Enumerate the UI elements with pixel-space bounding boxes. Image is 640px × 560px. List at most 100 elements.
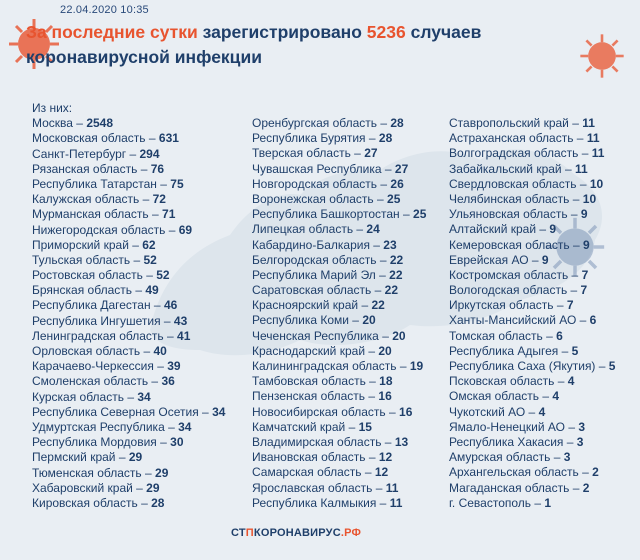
region-name: г. Севастополь	[449, 495, 532, 510]
region-name: Приморский край	[32, 237, 129, 252]
region-name: Архангельская область	[449, 465, 579, 480]
case-count: 69	[178, 222, 193, 237]
logo-text-part1: СТ	[231, 527, 246, 539]
case-count: 12	[378, 450, 393, 465]
case-count: 11	[574, 161, 588, 176]
case-count: 52	[143, 252, 157, 267]
case-count: 49	[145, 283, 159, 298]
region-name: Ульяновская область	[449, 207, 568, 222]
region-name: Волгоградская область	[449, 146, 579, 161]
region-row: Карачаево-Черкессия – 39	[32, 359, 181, 374]
region-row: Белгородская область – 22	[252, 252, 404, 267]
case-count: 39	[167, 359, 181, 374]
region-row: Пермский край – 29	[32, 450, 143, 465]
case-count: 52	[156, 268, 170, 283]
region-name: Пермский край	[32, 450, 116, 465]
region-row: Самарская область – 12	[252, 465, 389, 480]
region-row: Ямало-Ненецкий АО – 3	[449, 419, 586, 434]
case-count: 27	[394, 161, 409, 176]
case-count: 5	[571, 343, 579, 358]
region-name: Хабаровский край	[32, 480, 133, 495]
region-row: Волгоградская область – 11	[449, 146, 605, 161]
region-name: Еврейская АО	[449, 252, 529, 267]
region-name: Ростовская область	[32, 268, 143, 283]
region-name: Ивановская область	[252, 450, 366, 465]
case-count: 13	[394, 434, 409, 449]
region-name: Мурманская область	[32, 207, 149, 222]
region-row: Ставропольский край – 11	[449, 116, 595, 130]
case-count: 15	[358, 419, 372, 434]
logo-text-part4: .РФ	[340, 527, 362, 539]
region-row: Чувашская Республика – 27	[252, 161, 409, 176]
region-name: Свердловская область	[449, 176, 577, 191]
region-name: Санкт-Петербург	[32, 146, 127, 161]
region-name: Тульская область	[32, 252, 131, 267]
case-count: 22	[389, 252, 404, 267]
region-name: Кировская область	[32, 495, 138, 510]
region-row: Республика Калмыкия – 11	[252, 495, 403, 510]
case-count: 25	[413, 207, 427, 222]
region-row: Свердловская область – 10	[449, 176, 604, 191]
region-row: Костромская область – 7	[449, 267, 589, 282]
region-row: Курская область – 34	[32, 389, 151, 404]
case-count: 34	[178, 419, 192, 434]
case-count: 75	[170, 176, 184, 191]
case-count: 3	[563, 450, 571, 465]
region-row: Нижегородская область – 69	[32, 222, 193, 237]
region-row: Новосибирская область – 16	[252, 404, 413, 419]
region-row: Тверская область – 27	[252, 146, 378, 161]
case-count: 9	[582, 237, 590, 252]
region-name: Республика Коми	[252, 313, 349, 328]
case-count: 34	[212, 404, 226, 419]
region-name: Кабардино-Балкария	[252, 237, 370, 252]
region-name: Республика Ингушетия	[32, 313, 161, 328]
region-name: Тамбовская область	[252, 374, 366, 389]
region-name: Республика Мордовия	[32, 435, 157, 450]
case-count: 2	[592, 465, 599, 480]
region-row: Ханты-Мансийский АО – 6	[449, 313, 597, 328]
region-name: Тюменская область	[32, 465, 142, 480]
region-row: Псковская область – 4	[449, 374, 575, 389]
case-count: 22	[371, 298, 385, 313]
region-row: Ярославская область – 11	[252, 480, 399, 495]
case-count: 2	[582, 480, 590, 495]
region-name: Тверская область	[252, 146, 351, 161]
case-count: 12	[374, 465, 389, 480]
region-row: Республика Татарстан – 75	[32, 176, 184, 191]
case-count: 36	[161, 374, 175, 389]
header: 22.04.2020 10:35 За последние сутки заре…	[0, 0, 640, 92]
title-number: 5236	[366, 22, 406, 42]
region-row: Алтайский край – 9	[449, 222, 557, 237]
region-row: Ростовская область – 52	[32, 268, 170, 283]
region-row: Республика Адыгея – 5	[449, 343, 579, 358]
case-count: 4	[567, 374, 575, 389]
case-count: 9	[541, 252, 549, 267]
case-count: 26	[390, 176, 404, 191]
case-count: 2548	[86, 116, 114, 131]
region-name: Карачаево-Черкессия	[32, 359, 154, 374]
title-text: зарегистрировано	[197, 22, 367, 42]
region-column-1: Из них: Москва – 2548 Московская область …	[32, 101, 225, 511]
region-row: Тульская область – 52	[32, 252, 157, 267]
region-row: Астраханская область – 11	[449, 131, 600, 146]
region-row: Тамбовская область – 18	[252, 374, 393, 389]
region-name: Забайкальский край	[449, 161, 562, 176]
region-name: Омская область	[449, 389, 540, 404]
case-count: 24	[366, 222, 380, 237]
case-count: 11	[582, 116, 595, 130]
region-row: Республика Дагестан – 46	[32, 298, 178, 313]
region-row: Республика Хакасия – 3	[449, 434, 584, 449]
region-name: Рязанская область	[32, 161, 138, 176]
case-count: 22	[384, 283, 398, 298]
region-name: Кемеровская область	[449, 237, 570, 252]
case-count: 7	[566, 298, 574, 313]
region-row: Челябинская область – 10	[449, 191, 597, 206]
case-count: 29	[128, 450, 143, 465]
region-name: Республика Северная Осетия	[32, 404, 199, 419]
region-row: Приморский край – 62	[32, 237, 156, 252]
region-row: Саратовская область – 22	[252, 283, 398, 298]
region-name: Самарская область	[252, 465, 362, 480]
region-row: Владимирская область – 13	[252, 434, 409, 449]
case-count: 9	[580, 207, 588, 222]
intro-label: Из них:	[32, 101, 73, 115]
